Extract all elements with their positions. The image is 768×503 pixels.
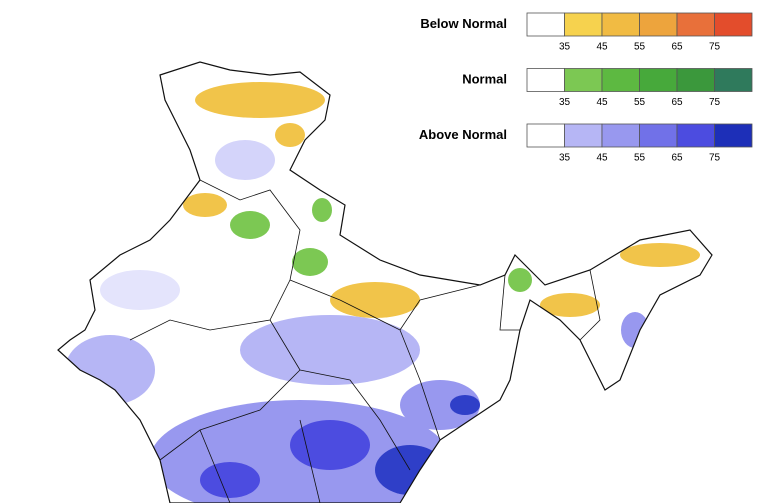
- legend-swatch: [714, 123, 753, 148]
- legend-swatch: [564, 68, 603, 92]
- legend-tick-label: 45: [596, 97, 608, 108]
- legend-tick-label: 35: [559, 97, 571, 108]
- legend-tick-label: 55: [634, 97, 646, 108]
- legend-tick-label: 55: [634, 42, 646, 53]
- legend-title: Below Normal: [420, 16, 507, 31]
- legend-tick-label: 35: [559, 42, 571, 53]
- legend-title: Normal: [462, 71, 507, 86]
- legend-swatch: [639, 123, 678, 148]
- legend-tick-label: 55: [634, 153, 646, 164]
- legend: Below Normal 35 45 55 65 75 Normal 35 45 55 65 75 Ab…: [419, 12, 753, 164]
- legend-swatch: [714, 68, 753, 92]
- legend-tick-label: 75: [709, 153, 721, 164]
- legend-tick-label: 65: [671, 42, 683, 53]
- legend-title: Above Normal: [419, 127, 507, 142]
- legend-swatch: [639, 68, 678, 92]
- legend-swatch: [676, 123, 715, 148]
- legend-swatch: [639, 12, 678, 37]
- map-fill: [57, 61, 713, 503]
- legend-swatch: [564, 123, 603, 148]
- legend-swatch: [601, 123, 640, 148]
- legend-swatch: [601, 12, 640, 37]
- legend-swatch: [601, 68, 640, 92]
- legend-swatch: [526, 123, 565, 148]
- legend-swatch: [676, 68, 715, 92]
- legend-swatch: [714, 12, 753, 37]
- legend-tick-label: 45: [596, 42, 608, 53]
- legend-swatch: [526, 12, 565, 37]
- legend-swatch: [676, 12, 715, 37]
- legend-tick-label: 65: [671, 153, 683, 164]
- legend-swatch: [526, 68, 565, 92]
- legend-tick-label: 65: [671, 97, 683, 108]
- legend-tick-label: 75: [709, 97, 721, 108]
- legend-tick-label: 35: [559, 153, 571, 164]
- legend-swatch: [564, 12, 603, 37]
- legend-tick-label: 75: [709, 42, 721, 53]
- legend-tick-label: 45: [596, 153, 608, 164]
